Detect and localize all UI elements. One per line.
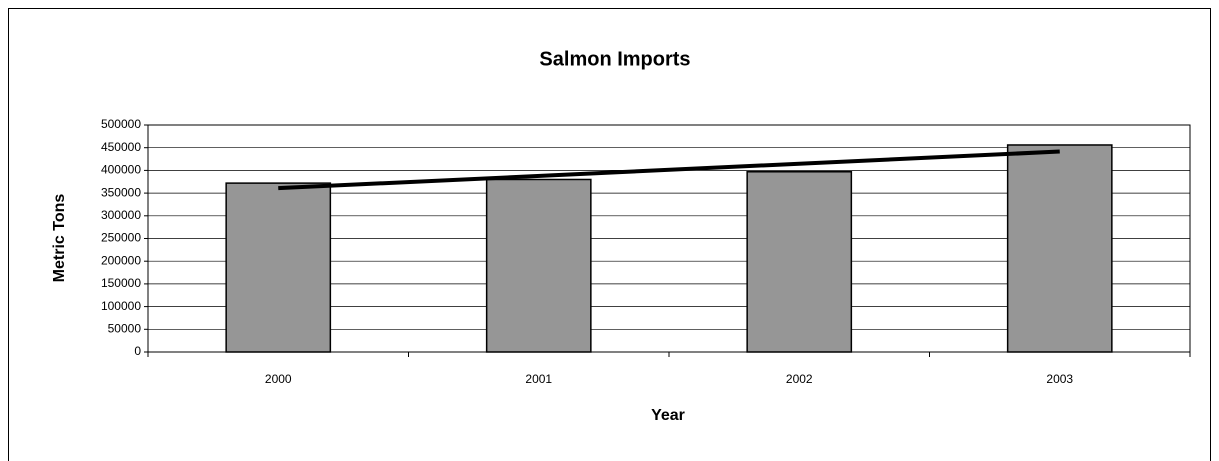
trendline — [278, 149, 1060, 191]
y-tick-label: 150000 — [101, 276, 141, 290]
x-tick-label: 2002 — [786, 372, 813, 386]
y-tick-label: 250000 — [101, 231, 141, 245]
bar — [1006, 144, 1113, 353]
y-tick-label: 200000 — [101, 253, 141, 267]
x-tick-label: 2003 — [1046, 372, 1073, 386]
y-tick-label: 50000 — [108, 321, 142, 335]
y-tick-label: 100000 — [101, 299, 141, 313]
x-tick-label: 2001 — [525, 372, 552, 386]
chart-title: Salmon Imports — [539, 48, 690, 70]
y-tick-label: 350000 — [101, 185, 141, 199]
x-axis-label: Year — [651, 407, 685, 424]
bar — [746, 171, 853, 353]
y-axis-label: Metric Tons — [51, 194, 68, 283]
y-tick-label: 0 — [134, 344, 141, 358]
y-tick-label: 300000 — [101, 208, 141, 222]
y-tick-label: 450000 — [101, 140, 141, 154]
bar — [485, 178, 592, 353]
y-tick-label: 500000 — [101, 117, 141, 131]
bar — [225, 182, 332, 353]
x-tick-label: 2000 — [265, 372, 292, 386]
y-tick-label: 400000 — [101, 163, 141, 177]
